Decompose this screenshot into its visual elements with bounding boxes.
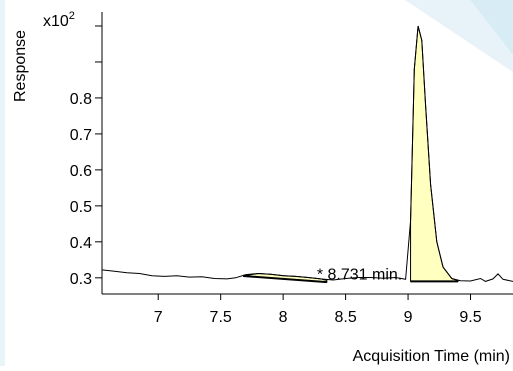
peak-baseline bbox=[243, 275, 327, 284]
y-tick-label: 0.7 bbox=[70, 127, 92, 144]
y-axis-ticks: 0.3 0.4 0.5 0.6 0.7 0.8 bbox=[70, 25, 102, 288]
x-tick-label: 7 bbox=[154, 309, 163, 326]
y-tick-label: 0.6 bbox=[70, 163, 92, 180]
x-tick-label: 9 bbox=[404, 309, 413, 326]
x-axis-ticks: 7 7.5 8 8.5 9 9.5 bbox=[154, 294, 482, 326]
x-tick-label: 9.5 bbox=[459, 309, 481, 326]
y-tick-label: 0.4 bbox=[70, 235, 92, 252]
corner-ribbon-decoration-tail bbox=[405, 0, 513, 72]
x-axis-label: Acquisition Time (min) bbox=[353, 348, 510, 365]
integrated-peaks bbox=[243, 25, 459, 284]
y-tick-label: 0.8 bbox=[70, 91, 92, 108]
y-multiplier-exponent: 2 bbox=[69, 10, 75, 22]
x-tick-label: 8.5 bbox=[334, 309, 356, 326]
y-tick-label: 0.5 bbox=[70, 199, 92, 216]
x-tick-label: 8 bbox=[279, 309, 288, 326]
integrated-peak-area bbox=[410, 25, 459, 282]
y-tick-label: 0.3 bbox=[70, 271, 92, 288]
y-axis-label: Response bbox=[12, 30, 29, 102]
trace-layer bbox=[101, 25, 513, 282]
left-stripe-decoration bbox=[0, 0, 5, 366]
y-multiplier-base: x10 bbox=[43, 13, 69, 30]
chromatogram-trace bbox=[101, 25, 513, 282]
x-tick-label: 7.5 bbox=[210, 309, 232, 326]
y-multiplier-label: x102 bbox=[43, 10, 75, 30]
peak-annotation: * 8.731 min. bbox=[317, 266, 402, 283]
